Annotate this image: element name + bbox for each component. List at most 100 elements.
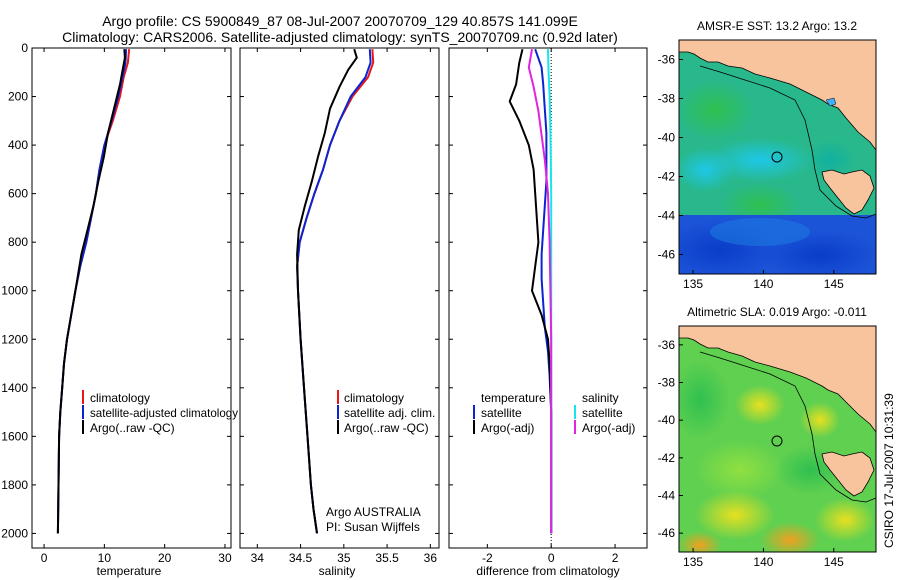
legend-label-argo: Argo(..raw -QC) <box>344 421 429 435</box>
depth-tick-label: 1200 <box>1 332 28 346</box>
difference-legend: temperature satellite Argo(-adj) salinit… <box>473 391 635 435</box>
x-tick-label: -2 <box>482 551 493 565</box>
x-tick-label: 35.5 <box>375 551 399 565</box>
depth-tick-label: 200 <box>8 90 28 104</box>
salinity-legend: climatology satellite adj. clim. Argo(..… <box>337 390 435 435</box>
sla-high-patch <box>735 385 785 425</box>
sst-shelf-contour <box>699 65 876 219</box>
x-tick-label: 35 <box>337 551 351 565</box>
credit-label: CSIRO 17-Jul-2007 10:31:39 <box>882 393 896 548</box>
x-tick-label: 30 <box>218 551 232 565</box>
series-group <box>296 48 375 534</box>
difference-xlabel: difference from climatology <box>476 564 619 578</box>
legend-label-argo: Argo(..raw -QC) <box>90 421 175 435</box>
temperature-legend: climatology satellite-adjusted climatolo… <box>82 390 238 435</box>
legend-label-temp-satellite: satellite <box>481 406 522 420</box>
depth-tick-label: 600 <box>8 187 28 201</box>
series-line-argo-raw-qc <box>296 48 358 534</box>
salinity-panel-frame <box>239 47 440 549</box>
sst-cool-patch <box>679 148 735 192</box>
sla-map <box>679 326 876 552</box>
x-tick-label: 34.5 <box>289 551 313 565</box>
map-y-tick-label: -38 <box>658 376 676 390</box>
map-y-tick-label: -38 <box>658 92 676 106</box>
series-line-argo-raw-qc <box>56 49 126 534</box>
x-tick-label: 0 <box>41 551 48 565</box>
difference-panel-frame <box>448 47 648 549</box>
map-y-tick-label: -42 <box>658 170 676 184</box>
map-y-tick-label: -40 <box>658 131 676 145</box>
sst-cold-patch <box>710 218 810 246</box>
sla-map-title: Altimetric SLA: 0.019 Argo: -0.011 <box>687 305 867 319</box>
difference-plot: -2 0 2 <box>482 48 619 565</box>
x-tick-label: 34 <box>251 551 265 565</box>
legend-label-temp-argo: Argo(-adj) <box>481 421 534 435</box>
sst-map <box>679 40 876 274</box>
series-line-satellite-temperature <box>534 48 553 534</box>
legend-heading-salinity: salinity <box>582 391 619 405</box>
map-x-tick-label: 135 <box>683 277 703 291</box>
sla-map-frame <box>678 325 877 553</box>
map-x-tick-label: 145 <box>824 555 844 569</box>
sst-cool-patch <box>805 140 855 180</box>
argo-location-marker <box>771 435 783 447</box>
map-x-tick-label: 140 <box>753 277 773 291</box>
depth-tick-label: 1400 <box>1 381 28 395</box>
sla-high-patch <box>815 498 875 542</box>
x-tick-label: 36 <box>424 551 438 565</box>
legend-label-climatology: climatology <box>344 391 404 405</box>
sla-high-patch <box>679 531 722 552</box>
sst-map-frame <box>678 39 877 275</box>
sst-warm-patch <box>679 80 755 140</box>
argo-location-marker <box>771 151 783 163</box>
legend-label-satellite: satellite-adjusted climatology <box>90 406 238 420</box>
map-y-tick-label: -36 <box>658 53 676 67</box>
header-line-1: Argo profile: CS 5900849_87 08-Jul-2007 … <box>102 13 578 29</box>
depth-tick-label: 0 <box>21 41 28 55</box>
map-x-tick-label: 140 <box>753 555 773 569</box>
x-tick-label: 2 <box>612 551 619 565</box>
annotation-argo-australia: Argo AUSTRALIA <box>326 505 421 519</box>
salinity-plot: 34 34.5 35 35.5 36 <box>251 48 438 565</box>
sst-mainland <box>679 40 876 151</box>
series-group <box>56 49 131 534</box>
map-y-tick-label: -36 <box>658 338 676 352</box>
map-y-tick-label: -46 <box>658 526 676 540</box>
temperature-xlabel: temperature <box>97 564 162 578</box>
legend-label-sal-argo: Argo(-adj) <box>582 421 635 435</box>
legend-label-sal-satellite: satellite <box>582 406 623 420</box>
sla-tasmania <box>821 451 875 497</box>
depth-tick-label: 2000 <box>1 526 28 540</box>
header-line-2: Climatology: CARS2006. Satellite-adjuste… <box>62 29 618 45</box>
series-line-argo-adj-salinity <box>527 49 553 534</box>
x-tick-label: 0 <box>548 551 555 565</box>
annotation-pi: PI: Susan Wijffels <box>326 520 420 534</box>
series-group <box>508 48 553 534</box>
depth-tick-label: 800 <box>8 235 28 249</box>
map-y-tick-label: -46 <box>658 248 676 262</box>
series-line-satellite-adjusted-climatology <box>56 49 128 534</box>
sst-map-title: AMSR-E SST: 13.2 Argo: 13.2 <box>697 19 857 33</box>
depth-tick-label: 1600 <box>1 429 28 443</box>
map-y-tick-label: -42 <box>658 451 676 465</box>
depth-axis: 0 200 400 600 800 1000 1200 1400 1600 1800 2000 <box>1 41 647 540</box>
map-y-tick-label: -44 <box>658 209 676 223</box>
legend-heading-temperature: temperature <box>481 391 546 405</box>
sla-high-patch <box>800 402 840 438</box>
sla-map-axes: 135 140 145 -36 -38 -40 -42 -44 -46 <box>658 338 844 569</box>
temperature-plot: 0 10 20 30 <box>41 48 232 565</box>
sst-island <box>825 97 837 107</box>
sla-patch <box>695 440 785 500</box>
series-line-satellite-adj-clim <box>296 49 372 534</box>
map-x-tick-label: 145 <box>824 277 844 291</box>
temperature-panel-frame <box>31 47 232 549</box>
sla-shelf-contour <box>699 351 876 503</box>
map-y-tick-label: -44 <box>658 489 676 503</box>
legend-label-satellite: satellite adj. clim. <box>344 406 435 420</box>
sla-patch <box>679 360 730 440</box>
depth-tick-label: 1800 <box>1 478 28 492</box>
map-y-tick-label: -40 <box>658 413 676 427</box>
depth-tick-label: 1000 <box>1 284 28 298</box>
depth-tick-label: 400 <box>8 138 28 152</box>
